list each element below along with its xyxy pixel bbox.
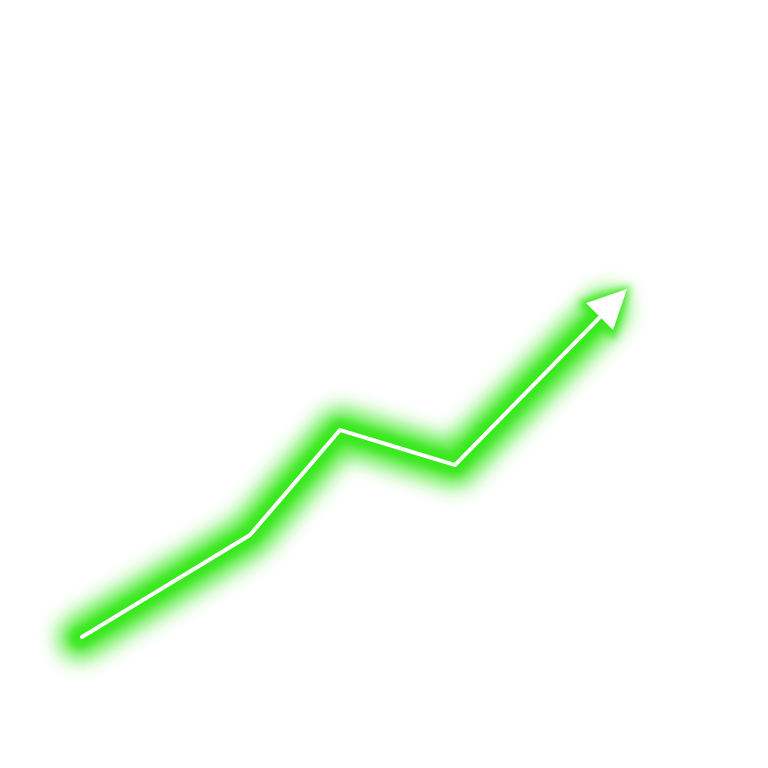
inner-glow — [70, 286, 630, 648]
trend-line — [80, 310, 607, 639]
arrow-head-icon — [586, 289, 627, 330]
